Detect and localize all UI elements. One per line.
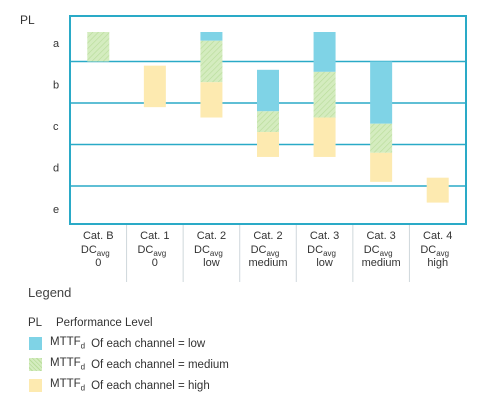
x-label-dc-3: DCavg bbox=[251, 244, 280, 258]
x-label-cat-1: Cat. 1 bbox=[140, 230, 169, 242]
bar-mttfd-high-2 bbox=[200, 82, 223, 118]
x-label-cat-5: Cat. 3 bbox=[366, 230, 395, 242]
legend-pl-text: Performance Level bbox=[56, 316, 153, 329]
x-label-level-3: medium bbox=[248, 257, 287, 269]
x-label-cat-2: Cat. 2 bbox=[197, 230, 226, 242]
bar-mttfd-medium-4 bbox=[313, 71, 336, 118]
legend-swatch-high bbox=[29, 379, 42, 392]
x-label-level-4: low bbox=[316, 257, 333, 269]
legend-row-high: MTTFd Of each channel = high bbox=[28, 375, 468, 396]
x-label-level-6: high bbox=[427, 257, 448, 269]
y-axis-label: PL bbox=[20, 13, 35, 27]
legend-row-pl: PL Performance Level bbox=[28, 312, 468, 333]
legend-pl-key: PL bbox=[28, 316, 43, 329]
x-label-cat-6: Cat. 4 bbox=[423, 230, 452, 242]
x-label-level-5: medium bbox=[362, 257, 401, 269]
x-label-level-1: 0 bbox=[152, 257, 158, 269]
legend-text-high: Of each channel = high bbox=[91, 379, 210, 392]
y-level-label-d: d bbox=[53, 163, 59, 175]
x-label-level-2: low bbox=[203, 257, 220, 269]
x-label-level-0: 0 bbox=[95, 257, 101, 269]
bar-mttfd-medium-0 bbox=[87, 32, 110, 62]
legend-row-medium: MTTFd Of each channel = medium bbox=[28, 354, 468, 375]
bar-mttfd-high-5 bbox=[370, 152, 393, 182]
y-level-label-e: e bbox=[53, 204, 59, 216]
x-label-cat-4: Cat. 3 bbox=[310, 230, 339, 242]
bar-mttfd-high-1 bbox=[143, 65, 166, 108]
legend-text-low: Of each channel = low bbox=[91, 337, 206, 350]
bar-mttfd-high-3 bbox=[257, 132, 279, 157]
bar-mttfd-low-3 bbox=[257, 69, 279, 112]
x-label-dc-1: DCavg bbox=[137, 244, 166, 258]
bar-mttfd-high-6 bbox=[426, 177, 449, 203]
bar-mttfd-medium-3 bbox=[257, 111, 279, 133]
legend-title: Legend bbox=[28, 285, 72, 300]
x-label-dc-4: DCavg bbox=[307, 244, 336, 258]
bar-mttfd-low-5 bbox=[370, 61, 393, 124]
bar-mttfd-high-4 bbox=[313, 117, 336, 157]
x-label-cat-3: Cat. 2 bbox=[253, 230, 282, 242]
bar-mttfd-medium-2 bbox=[200, 40, 223, 83]
legend-row-low: MTTFd Of each channel = low bbox=[28, 333, 468, 354]
legend: Legend PL Performance Level MTTFd Of eac… bbox=[28, 285, 468, 396]
legend-mttf-medium: MTTFd bbox=[50, 357, 86, 372]
x-label-dc-0: DCavg bbox=[81, 244, 110, 258]
x-label-dc-6: DCavg bbox=[420, 244, 449, 258]
y-level-label-b: b bbox=[53, 80, 59, 92]
bar-mttfd-low-4 bbox=[313, 32, 336, 72]
legend-text-medium: Of each channel = medium bbox=[91, 358, 229, 371]
x-label-dc-5: DCavg bbox=[364, 244, 393, 258]
y-level-label-c: c bbox=[53, 121, 59, 133]
bar-mttfd-medium-5 bbox=[370, 123, 393, 153]
legend-swatch-low bbox=[29, 337, 42, 350]
x-label-cat-0: Cat. B bbox=[83, 230, 114, 242]
legend-swatch-medium bbox=[29, 358, 42, 371]
legend-mttf-low: MTTFd bbox=[50, 336, 86, 351]
x-label-dc-2: DCavg bbox=[194, 244, 223, 258]
bar-mttfd-low-2 bbox=[200, 32, 223, 41]
y-level-label-a: a bbox=[53, 38, 60, 50]
legend-mttf-high: MTTFd bbox=[50, 378, 86, 393]
chart-frame bbox=[69, 15, 467, 225]
